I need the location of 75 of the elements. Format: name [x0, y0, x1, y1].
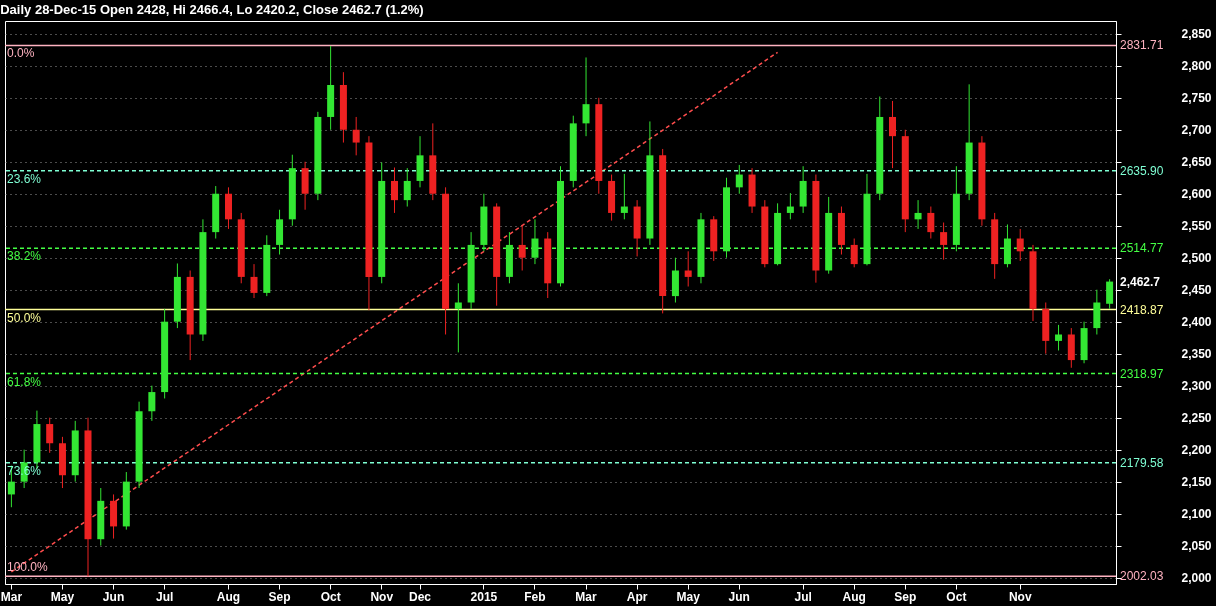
annotation: 0.0% — [7, 46, 35, 61]
candlestick — [786, 192, 794, 220]
x-tick-label: Jul — [155, 589, 174, 604]
ref-line-label: 2318.97 — [1120, 366, 1164, 381]
candlestick — [684, 250, 692, 288]
y-tick-label: 2,350 — [1181, 347, 1212, 362]
y-tick-label: 2,300 — [1181, 379, 1212, 394]
candlestick — [914, 199, 922, 230]
x-tick-label: Nov — [370, 589, 394, 604]
y-tick-label: 2,500 — [1181, 251, 1212, 266]
annotation: 38.2% — [7, 249, 42, 264]
x-tick-label: May — [676, 589, 701, 604]
x-tick-label: Jun — [728, 589, 750, 604]
annotation: 61.8% — [7, 374, 42, 389]
y-tick-label: 2,250 — [1181, 411, 1212, 426]
candlestick — [1106, 278, 1114, 310]
y-tick-label: 2,150 — [1181, 475, 1212, 490]
x-tick-label: May — [50, 589, 75, 604]
x-tick-label: Feb — [524, 589, 546, 604]
annotation: 23.6% — [7, 171, 42, 186]
y-tick-label: 2,050 — [1181, 539, 1212, 554]
candlestick — [148, 385, 156, 422]
ref-line-label: 2002.03 — [1120, 569, 1164, 584]
y-tick-label: 2,450 — [1181, 283, 1212, 298]
y-tick-label: 2,650 — [1181, 155, 1212, 170]
candlestick — [1016, 228, 1024, 262]
candlestick — [390, 167, 398, 214]
annotation: 100.0% — [7, 560, 49, 575]
y-tick-label: 2,100 — [1181, 507, 1212, 522]
candlestick — [582, 56, 590, 137]
ref-line-label: 2514.77 — [1120, 241, 1164, 256]
y-tick-label: 2,700 — [1181, 123, 1212, 138]
y-tick-label: 2,600 — [1181, 187, 1212, 202]
candlestick — [1055, 324, 1063, 351]
x-tick-label: Mar — [0, 589, 23, 604]
ref-line-label: 2635.90 — [1120, 163, 1164, 178]
x-tick-label: Sep — [268, 589, 291, 604]
candlestick — [352, 116, 360, 156]
y-tick-label: 2,800 — [1181, 59, 1212, 74]
candlestick — [889, 100, 897, 169]
candlestick — [850, 238, 858, 268]
candlestick — [518, 225, 526, 272]
x-tick-label: 2015 — [470, 589, 498, 604]
y-tick-label: 2,400 — [1181, 315, 1212, 330]
y-tick-label: 2,200 — [1181, 443, 1212, 458]
y-tick-label: 2,750 — [1181, 91, 1212, 106]
candlestick — [454, 282, 462, 353]
candlestick — [620, 173, 628, 220]
chart-title: Daily 28-Dec-15 Open 2428, Hi 2466.4, Lo 2420.2, Close 2462.7 (1.2%) — [0, 2, 424, 17]
candlestick — [250, 263, 258, 299]
x-tick-label: Nov — [1008, 589, 1032, 604]
y-tick-label: 2,550 — [1181, 219, 1212, 234]
text: 2,462.7 — [1120, 274, 1161, 289]
x-tick-label: Oct — [946, 589, 967, 604]
candlestick — [46, 417, 54, 454]
candlestick — [531, 218, 539, 265]
candlestick — [735, 164, 743, 195]
candlestick — [927, 206, 935, 240]
x-tick-label: Mar — [575, 589, 598, 604]
y-tick-label: 2,850 — [1181, 27, 1212, 42]
x-tick-label: Sep — [894, 589, 917, 604]
x-tick-label: Jul — [794, 589, 812, 604]
y-tick-label: 2,000 — [1181, 571, 1212, 586]
ref-line-label: 2418.87 — [1120, 302, 1164, 317]
candlestick — [940, 222, 948, 261]
x-tick-label: Dec — [409, 589, 432, 604]
x-tick-label: Jun — [102, 589, 125, 604]
x-tick-label: Oct — [320, 589, 341, 604]
ref-line-label: 2831.71 — [1120, 38, 1164, 53]
x-tick-label: Apr — [626, 589, 648, 604]
ref-line-label: 2179.58 — [1120, 455, 1164, 470]
x-tick-label: Aug — [842, 589, 866, 604]
annotation: 50.0% — [7, 310, 42, 325]
x-tick-label: Aug — [216, 589, 241, 604]
candlestick — [403, 167, 411, 208]
